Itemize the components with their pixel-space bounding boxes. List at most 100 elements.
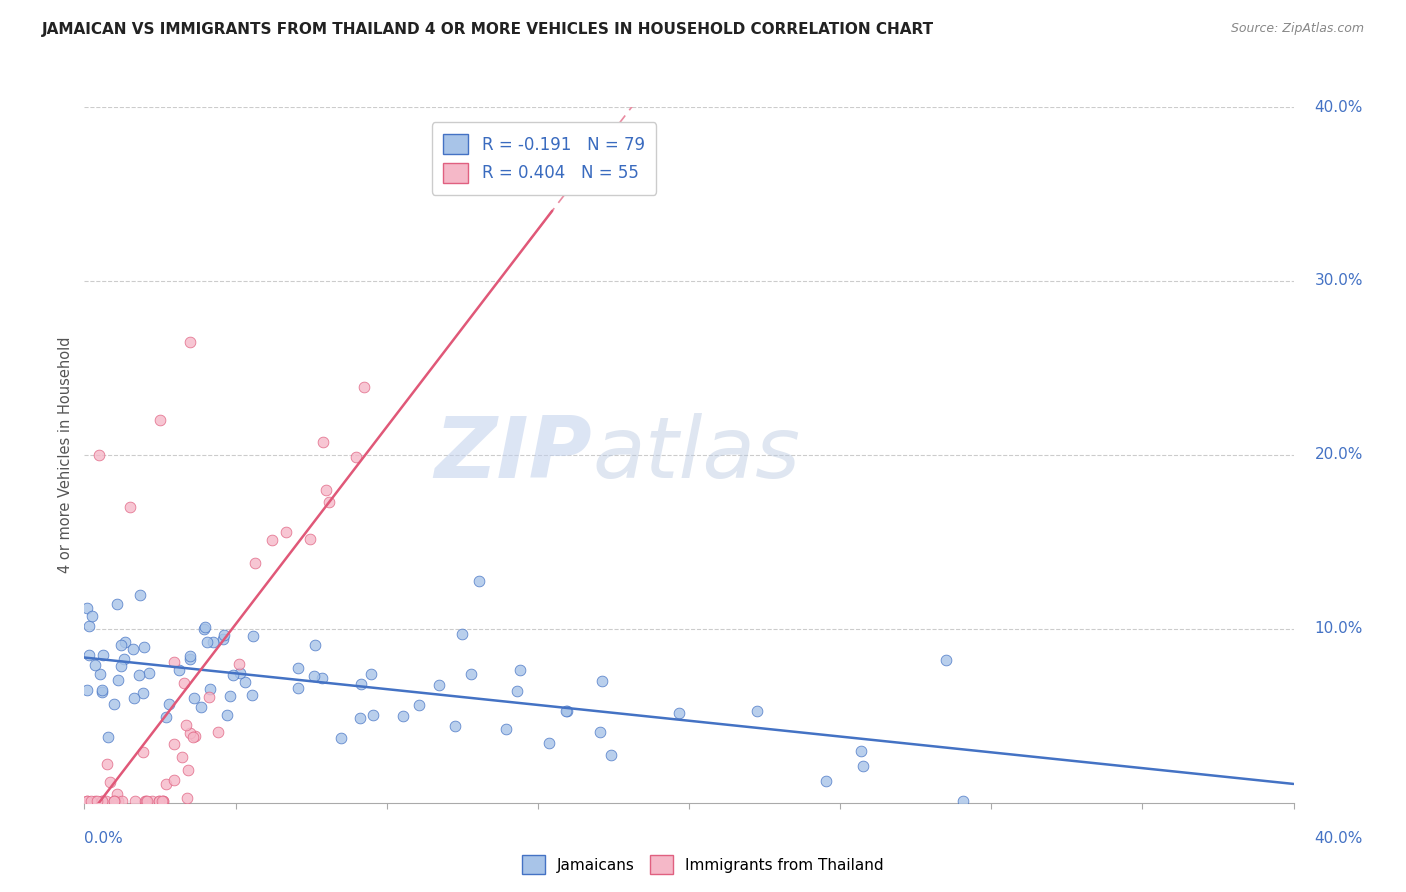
Point	[170, 750, 193, 764]
Point	[242, 629, 264, 643]
Point	[505, 684, 527, 698]
Point	[287, 661, 309, 675]
Point	[91, 794, 114, 808]
Point	[76, 683, 98, 698]
Point	[173, 676, 195, 690]
Point	[96, 756, 118, 771]
Point	[408, 698, 430, 713]
Point	[128, 668, 150, 682]
Y-axis label: 4 or more Vehicles in Household: 4 or more Vehicles in Household	[58, 336, 73, 574]
Point	[852, 759, 875, 773]
Point	[315, 483, 337, 497]
Text: atlas: atlas	[592, 413, 800, 497]
Point	[155, 777, 177, 791]
Point	[167, 663, 190, 677]
Point	[360, 666, 382, 681]
Point	[91, 648, 114, 662]
Point	[103, 794, 125, 808]
Point	[105, 787, 128, 801]
Point	[124, 794, 146, 808]
Point	[302, 669, 325, 683]
Point	[89, 448, 111, 462]
Point	[745, 704, 768, 718]
Point	[122, 690, 145, 705]
Point	[110, 638, 132, 652]
Point	[312, 435, 335, 450]
Point	[179, 648, 201, 663]
Point	[287, 681, 309, 695]
Point	[183, 690, 205, 705]
Point	[537, 736, 560, 750]
Point	[103, 794, 125, 808]
Point	[233, 674, 256, 689]
Point	[176, 791, 198, 805]
Point	[148, 794, 170, 808]
Point	[353, 380, 375, 394]
Text: JAMAICAN VS IMMIGRANTS FROM THAILAND 4 OR MORE VEHICLES IN HOUSEHOLD CORRELATION: JAMAICAN VS IMMIGRANTS FROM THAILAND 4 O…	[42, 22, 935, 37]
Point	[114, 635, 136, 649]
Point	[228, 657, 250, 671]
Point	[298, 532, 321, 546]
Point	[76, 794, 98, 808]
Point	[392, 708, 415, 723]
Text: 30.0%: 30.0%	[1315, 274, 1362, 288]
Point	[163, 655, 186, 669]
Point	[215, 708, 238, 723]
Point	[212, 632, 235, 647]
Point	[361, 707, 384, 722]
Point	[276, 525, 298, 540]
Point	[344, 450, 367, 464]
Text: 20.0%: 20.0%	[1315, 448, 1362, 462]
Point	[76, 794, 98, 808]
Text: 40.0%: 40.0%	[1315, 100, 1362, 114]
Point	[152, 794, 174, 808]
Point	[222, 668, 245, 682]
Point	[194, 620, 217, 634]
Point	[84, 657, 107, 672]
Point	[80, 609, 103, 624]
Point	[304, 638, 326, 652]
Point	[90, 794, 112, 808]
Point	[179, 334, 201, 349]
Point	[198, 682, 221, 697]
Text: Source: ZipAtlas.com: Source: ZipAtlas.com	[1230, 22, 1364, 36]
Point	[214, 628, 236, 642]
Point	[555, 704, 578, 718]
Point	[330, 731, 353, 745]
Point	[495, 722, 517, 736]
Point	[149, 413, 172, 427]
Point	[132, 745, 155, 759]
Point	[179, 651, 201, 665]
Point	[110, 659, 132, 673]
Point	[107, 597, 129, 611]
Text: 40.0%: 40.0%	[1315, 831, 1362, 846]
Point	[555, 704, 578, 718]
Point	[179, 726, 201, 740]
Point	[588, 725, 610, 739]
Point	[90, 682, 112, 697]
Point	[112, 651, 135, 665]
Point	[451, 627, 474, 641]
Point	[198, 690, 221, 705]
Point	[468, 574, 491, 589]
Point	[600, 747, 623, 762]
Point	[243, 556, 266, 570]
Point	[118, 500, 141, 514]
Point	[240, 688, 263, 702]
Text: ZIP: ZIP	[434, 413, 592, 497]
Point	[77, 648, 100, 663]
Point	[311, 671, 333, 685]
Point	[135, 794, 157, 808]
Point	[86, 794, 108, 808]
Point	[107, 673, 129, 688]
Point	[591, 673, 613, 688]
Point	[190, 699, 212, 714]
Point	[107, 794, 129, 808]
Point	[849, 744, 872, 758]
Point	[104, 794, 127, 808]
Point	[163, 772, 186, 787]
Point	[138, 666, 160, 681]
Point	[207, 725, 229, 739]
Point	[815, 774, 838, 789]
Point	[128, 588, 150, 602]
